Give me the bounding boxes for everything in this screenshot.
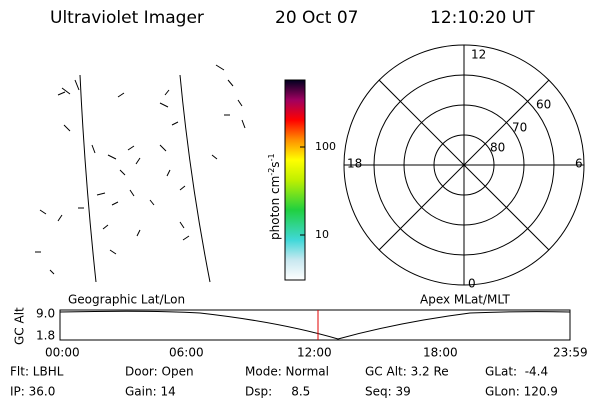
x-tick-label: 06:00 <box>169 346 204 360</box>
colorbar-tick-label: 10 <box>315 228 329 241</box>
mlt-label: 0 <box>468 277 476 291</box>
timeline-left-label: Geographic Lat/Lon <box>68 293 185 307</box>
timeline-right-label: Apex MLat/MLT <box>420 293 510 307</box>
info-table: Flt: LBHL Door: Open Mode: Normal GC Alt: 3… <box>10 365 558 399</box>
date: 20 Oct 07 <box>275 8 358 28</box>
polar-grid <box>343 44 585 286</box>
info-cell: GC Alt: 3.2 Re <box>365 365 449 379</box>
info-cell: IP: 36.0 <box>10 385 55 399</box>
y-tick-label: 9.0 <box>36 307 55 321</box>
time: 12:10:20 UT <box>430 8 535 28</box>
mlt-label: 18 <box>347 157 362 171</box>
x-tick-label: 23:59 <box>553 346 588 360</box>
x-tick-label: 12:00 <box>297 346 332 360</box>
info-cell: GLon: 120.9 <box>485 385 558 399</box>
info-cell: Seq: 39 <box>365 385 411 399</box>
info-cell: Dsp: 8.5 <box>245 385 310 399</box>
y-tick-label: 1.8 <box>36 329 55 343</box>
lat-label: 70 <box>512 121 527 135</box>
colorbar-tick-label: 100 <box>315 140 336 153</box>
info-cell: Flt: LBHL <box>10 365 64 379</box>
x-tick-label: 00:00 <box>45 346 80 360</box>
altitude-curve <box>59 310 571 340</box>
info-cell: Mode: Normal <box>245 365 329 379</box>
map-lines <box>35 64 246 283</box>
lat-label: 60 <box>536 98 551 112</box>
mlt-label: 6 <box>575 157 583 171</box>
colorbar-label: photon cm-2s-1 <box>267 153 282 240</box>
lat-label: 80 <box>490 141 505 155</box>
colorbar <box>284 79 306 281</box>
timeline-y-label: GC Alt <box>13 307 27 345</box>
info-cell: GLat: -4.4 <box>485 365 548 379</box>
title: Ultraviolet Imager <box>50 8 204 28</box>
x-tick-label: 18:00 <box>423 346 458 360</box>
info-cell: Door: Open <box>125 365 194 379</box>
mlt-label: 12 <box>471 48 486 62</box>
info-cell: Gain: 14 <box>125 385 176 399</box>
timeline-box <box>59 309 571 341</box>
